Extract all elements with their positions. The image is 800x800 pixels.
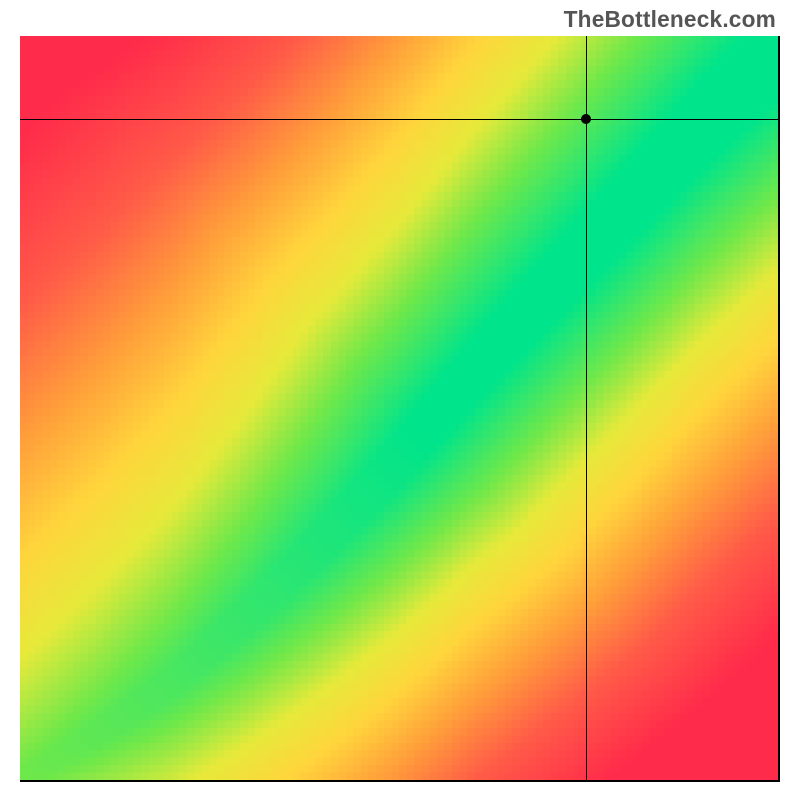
crosshair-marker-dot	[581, 114, 591, 124]
y-axis-line	[778, 36, 780, 782]
x-axis-line	[20, 780, 780, 782]
crosshair-horizontal	[20, 119, 780, 120]
watermark-text: TheBottleneck.com	[564, 6, 776, 33]
heatmap-plot-area	[20, 36, 778, 780]
bottleneck-heatmap-canvas	[20, 36, 778, 780]
crosshair-vertical	[586, 36, 587, 780]
